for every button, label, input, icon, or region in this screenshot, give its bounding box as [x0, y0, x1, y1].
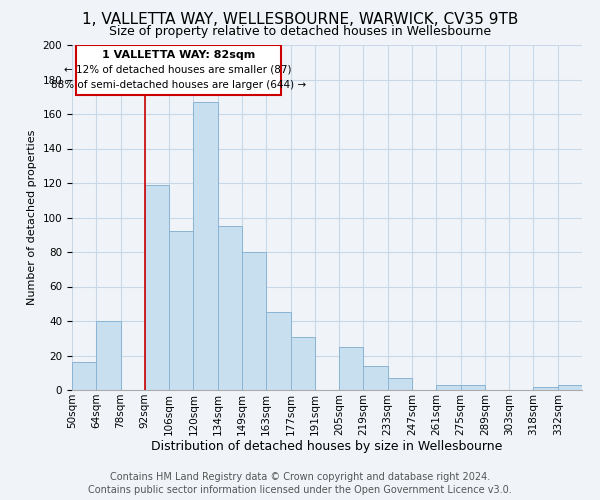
Bar	[533, 386, 558, 390]
Text: Contains HM Land Registry data © Crown copyright and database right 2024.
Contai: Contains HM Land Registry data © Crown c…	[88, 472, 512, 495]
Bar	[436, 385, 461, 390]
Bar	[169, 232, 193, 390]
Bar	[96, 321, 121, 390]
Bar	[461, 385, 485, 390]
FancyBboxPatch shape	[76, 45, 281, 95]
Bar	[193, 102, 218, 390]
Bar	[388, 378, 412, 390]
Text: Size of property relative to detached houses in Wellesbourne: Size of property relative to detached ho…	[109, 25, 491, 38]
Bar	[558, 385, 582, 390]
Bar	[339, 347, 364, 390]
Bar	[242, 252, 266, 390]
Text: 1 VALLETTA WAY: 82sqm: 1 VALLETTA WAY: 82sqm	[101, 50, 255, 60]
Bar	[145, 184, 169, 390]
Bar	[290, 336, 315, 390]
Text: ← 12% of detached houses are smaller (87): ← 12% of detached houses are smaller (87…	[65, 65, 292, 75]
X-axis label: Distribution of detached houses by size in Wellesbourne: Distribution of detached houses by size …	[151, 440, 503, 454]
Bar	[72, 362, 96, 390]
Text: 1, VALLETTA WAY, WELLESBOURNE, WARWICK, CV35 9TB: 1, VALLETTA WAY, WELLESBOURNE, WARWICK, …	[82, 12, 518, 28]
Bar	[218, 226, 242, 390]
Y-axis label: Number of detached properties: Number of detached properties	[27, 130, 37, 305]
Bar	[364, 366, 388, 390]
Text: 88% of semi-detached houses are larger (644) →: 88% of semi-detached houses are larger (…	[50, 80, 306, 90]
Bar	[266, 312, 290, 390]
